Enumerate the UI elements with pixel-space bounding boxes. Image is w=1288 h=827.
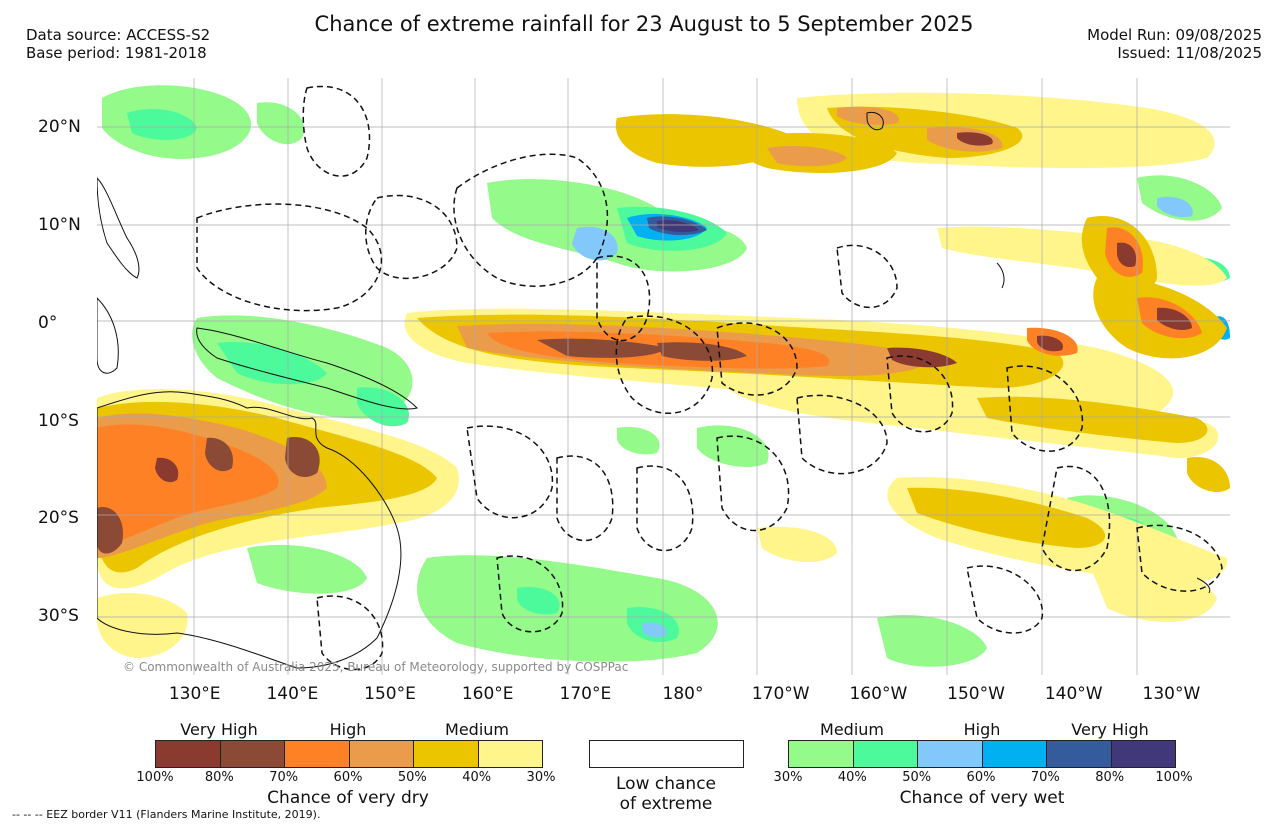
wet-color-swatch [1046, 741, 1111, 767]
latitude-tick-label: 10°N [38, 214, 81, 235]
dry-category-very-high: Very High [180, 720, 258, 739]
coastlines [97, 111, 1211, 669]
wet-percent-label: 40% [837, 770, 867, 785]
longitude-tick-label: 160°E [461, 684, 514, 704]
latitude-tick-label: 10°S [38, 410, 79, 431]
dry-color-swatch [348, 741, 413, 767]
low-chance-line2: of extreme [619, 794, 713, 814]
wet-legend-title: Chance of very wet [899, 788, 1065, 808]
wet-percent-label: 70% [1030, 770, 1060, 785]
model-run-info: Model Run: 09/08/2025 Issued: 11/08/2025 [1087, 26, 1262, 62]
longitude-tick-label: 140°W [1044, 684, 1103, 704]
eez-borders [196, 85, 1223, 671]
model-run: Model Run: 09/08/2025 [1087, 26, 1262, 44]
wet-percent-label: 80% [1095, 770, 1125, 785]
data-source-info: Data source: ACCESS-S2 Base period: 1981… [26, 26, 210, 62]
dry-percent-label: 70% [269, 770, 299, 785]
latitude-tick-label: 0° [38, 312, 58, 333]
longitude-tick-label: 140°E [266, 684, 319, 704]
wet-color-swatch [1110, 741, 1175, 767]
low-chance-line1: Low chance [616, 774, 716, 794]
wet-colorbar [788, 740, 1176, 768]
dry-color-swatch [413, 741, 478, 767]
wet-category-medium: Medium [820, 720, 884, 739]
dry-percent-label: 100% [136, 770, 174, 785]
dry-color-swatch [156, 741, 220, 767]
base-period: Base period: 1981-2018 [26, 44, 207, 62]
dry-percent-label: 50% [397, 770, 427, 785]
map-title: Chance of extreme rainfall for 23 August… [314, 12, 974, 36]
eez-border-note: -- -- -- EEZ border V11 (Flanders Marine… [12, 808, 321, 821]
wet-percent-label: 30% [773, 770, 803, 785]
dry-color-swatch [284, 741, 349, 767]
wet-percent-label: 60% [966, 770, 996, 785]
dry-percent-label: 60% [333, 770, 363, 785]
dry-category-medium: Medium [445, 720, 509, 739]
low-chance-swatch [589, 740, 744, 768]
low-chance-label: Low chance of extreme [616, 774, 716, 814]
dry-percent-label: 40% [462, 770, 492, 785]
wet-color-swatch [917, 741, 982, 767]
wet-percent-label: 100% [1155, 770, 1193, 785]
dry-colorbar [155, 740, 543, 768]
longitude-tick-label: 160°W [849, 684, 908, 704]
wet-color-swatch [852, 741, 917, 767]
longitude-tick-label: 130°W [1142, 684, 1201, 704]
wet-color-swatch [981, 741, 1046, 767]
longitude-tick-label: 180° [662, 684, 704, 704]
longitude-tick-label: 170°W [751, 684, 810, 704]
wet-category-high: High [963, 720, 1001, 739]
longitude-tick-label: 170°E [559, 684, 612, 704]
dry-areas [97, 92, 1230, 658]
wet-category-very-high: Very High [1071, 720, 1149, 739]
latitude-tick-label: 20°N [38, 116, 81, 137]
dry-color-swatch [477, 741, 542, 767]
dry-legend-title: Chance of very dry [267, 788, 429, 808]
longitude-tick-label: 150°E [364, 684, 416, 704]
graticule [97, 78, 1230, 675]
copyright-notice: © Commonwealth of Australia 2025, Bureau… [123, 660, 629, 674]
rainfall-map [97, 78, 1230, 675]
latitude-tick-label: 20°S [38, 508, 79, 529]
map-canvas [97, 78, 1230, 675]
dry-percent-label: 80% [204, 770, 234, 785]
dry-color-swatch [219, 741, 284, 767]
latitude-tick-label: 30°S [38, 606, 79, 627]
dry-category-high: High [329, 720, 367, 739]
issued-date: Issued: 11/08/2025 [1117, 44, 1262, 62]
data-source: Data source: ACCESS-S2 [26, 26, 211, 44]
wet-color-swatch [789, 741, 853, 767]
wet-percent-label: 50% [902, 770, 932, 785]
longitude-tick-label: 130°E [168, 684, 221, 704]
longitude-tick-label: 150°W [947, 684, 1005, 704]
dry-percent-label: 30% [526, 770, 556, 785]
